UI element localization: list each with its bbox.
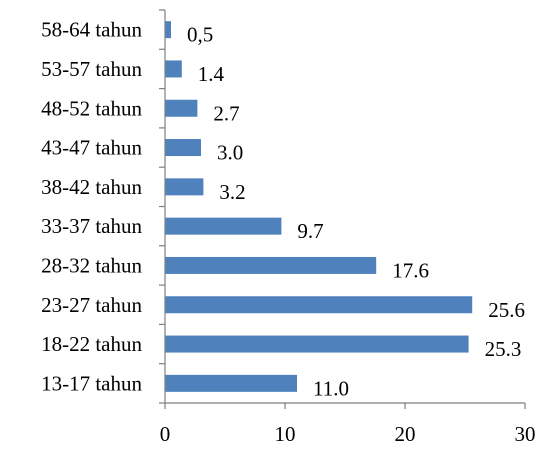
category-label: 48-52 tahun (41, 96, 142, 120)
category-label: 38-42 tahun (41, 175, 142, 199)
bar (165, 256, 377, 274)
category-label: 53-57 tahun (41, 57, 142, 81)
category-label: 23-27 tahun (41, 293, 142, 317)
data-label: 11.0 (313, 376, 349, 400)
category-label: 13-17 tahun (41, 371, 142, 395)
x-tick-label: 0 (160, 422, 171, 446)
bar (165, 21, 171, 39)
x-tick-label: 10 (275, 422, 296, 446)
bar (165, 296, 473, 314)
bar (165, 374, 297, 392)
data-label: 1.4 (198, 62, 225, 86)
bars-layer (165, 21, 473, 392)
labels-layer: 13-17 tahun 11.0 18-22 tahun 25.3 23-27 tahu… (41, 18, 525, 401)
category-label: 18-22 tahun (41, 332, 142, 356)
bar (165, 217, 282, 235)
data-label: 17.6 (392, 258, 429, 282)
data-label: 25.6 (488, 298, 525, 322)
bar (165, 178, 204, 196)
data-label: 3.2 (219, 180, 245, 204)
data-label: 0,5 (187, 23, 213, 47)
category-label: 28-32 tahun (41, 253, 142, 277)
axis-layer: 0 10 20 30 (159, 9, 536, 446)
category-label: 43-47 tahun (41, 136, 142, 160)
bar (165, 99, 198, 117)
x-tick-label: 20 (395, 422, 416, 446)
bar (165, 60, 182, 78)
bar (165, 139, 201, 157)
category-label: 58-64 tahun (41, 18, 142, 42)
data-label: 2.7 (213, 101, 239, 125)
data-label: 25.3 (485, 337, 522, 361)
x-tick-label: 30 (515, 422, 536, 446)
category-label: 33-37 tahun (41, 214, 142, 238)
data-label: 3.0 (217, 141, 243, 165)
bar (165, 335, 469, 353)
data-label: 9.7 (297, 219, 323, 243)
